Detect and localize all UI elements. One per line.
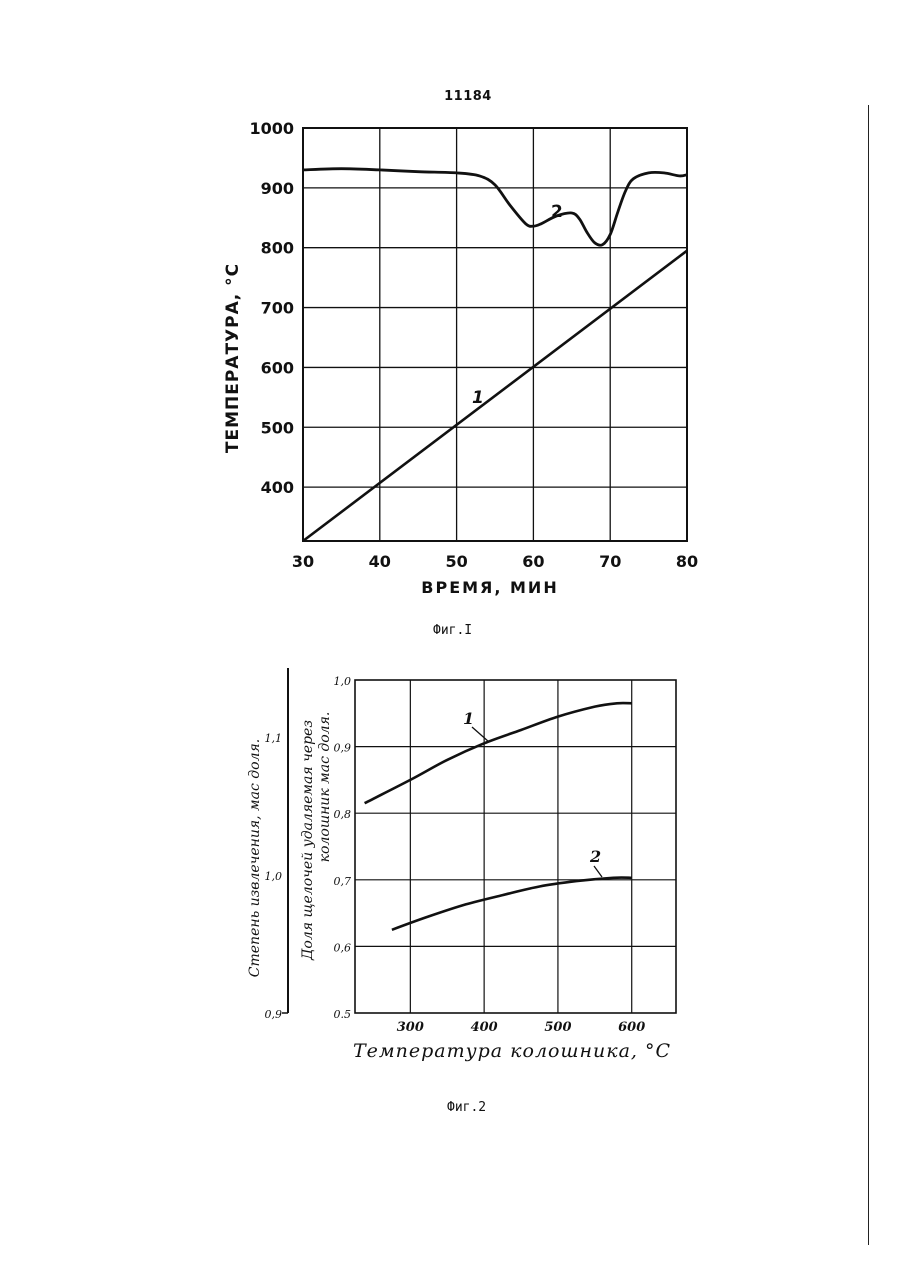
series-1-line: [303, 251, 687, 541]
y-tick-label: 700: [261, 299, 294, 318]
x-axis-title: ВРЕМЯ, МИН: [421, 578, 558, 597]
y-tick-label-left: 0,9: [265, 1008, 283, 1021]
y-tick-label: 800: [261, 239, 294, 258]
x-tick-label: 50: [445, 552, 467, 571]
y-tick-label: 400: [261, 478, 294, 497]
x-tick-label: 30: [292, 552, 314, 571]
series-1-line: [365, 703, 632, 803]
y-tick-label-right: 0,9: [334, 742, 352, 755]
figure-2-caption: Фиг.2: [447, 1100, 486, 1115]
series-2-label: 2: [551, 202, 563, 222]
y-tick-label-right: 0,8: [334, 808, 352, 821]
y-tick-label-right: 0.5: [334, 1008, 352, 1021]
series-1-leader: [472, 727, 489, 742]
x-tick-label: 80: [676, 552, 698, 571]
series-2-line: [392, 878, 632, 930]
x-tick-label: 300: [397, 1020, 424, 1035]
figure-2-chart: 300 400 500 600 0.5 0,6 0,7 0,8 0,9 1,0 0,9 1,0 1,1 Т…: [247, 668, 676, 1062]
series-2-leader: [594, 866, 602, 877]
scan-margin-line: [868, 105, 869, 1245]
series-1-label: 1: [463, 709, 474, 728]
y-tick-label: 600: [261, 358, 294, 377]
y-axis-title-left: Степень извлечения, мас доля.: [247, 739, 263, 977]
series-2-label: 2: [589, 847, 601, 866]
series-2-line: [303, 169, 687, 246]
plot-frame: [303, 128, 687, 541]
y-tick-label: 1000: [249, 119, 294, 138]
y-tick-label-left: 1,0: [265, 870, 283, 883]
y-tick-label-right: 1,0: [334, 675, 352, 688]
figure-1-caption: Фиг.I: [433, 623, 472, 638]
x-tick-label: 400: [471, 1020, 498, 1035]
y-axis-title-right-line1: Доля щелочей удаляемая через: [300, 720, 316, 961]
x-tick-label: 70: [599, 552, 621, 571]
x-tick-label: 500: [544, 1020, 571, 1035]
x-axis-title: Температура колошника, °С: [353, 1040, 671, 1062]
y-tick-label-right: 0,7: [334, 875, 352, 888]
x-tick-label: 40: [369, 552, 391, 571]
y-axis-title: ТЕМПЕРАТУРА, °С: [223, 263, 243, 453]
plot-frame: [355, 680, 676, 1013]
y-tick-label: 500: [261, 418, 294, 437]
figure-1-chart: 30 40 50 60 70 80 400 500 600 700 800 900 1000 ВРЕМЯ,…: [223, 119, 698, 597]
x-tick-label: 60: [522, 552, 544, 571]
y-axis-title-right-line2: колошник мас доля.: [317, 712, 333, 863]
y-tick-label: 900: [261, 179, 294, 198]
y-tick-label-left: 1,1: [265, 732, 283, 745]
series-1-label: 1: [472, 388, 484, 408]
x-tick-label: 600: [618, 1020, 645, 1035]
y-tick-label-right: 0,6: [334, 941, 352, 954]
